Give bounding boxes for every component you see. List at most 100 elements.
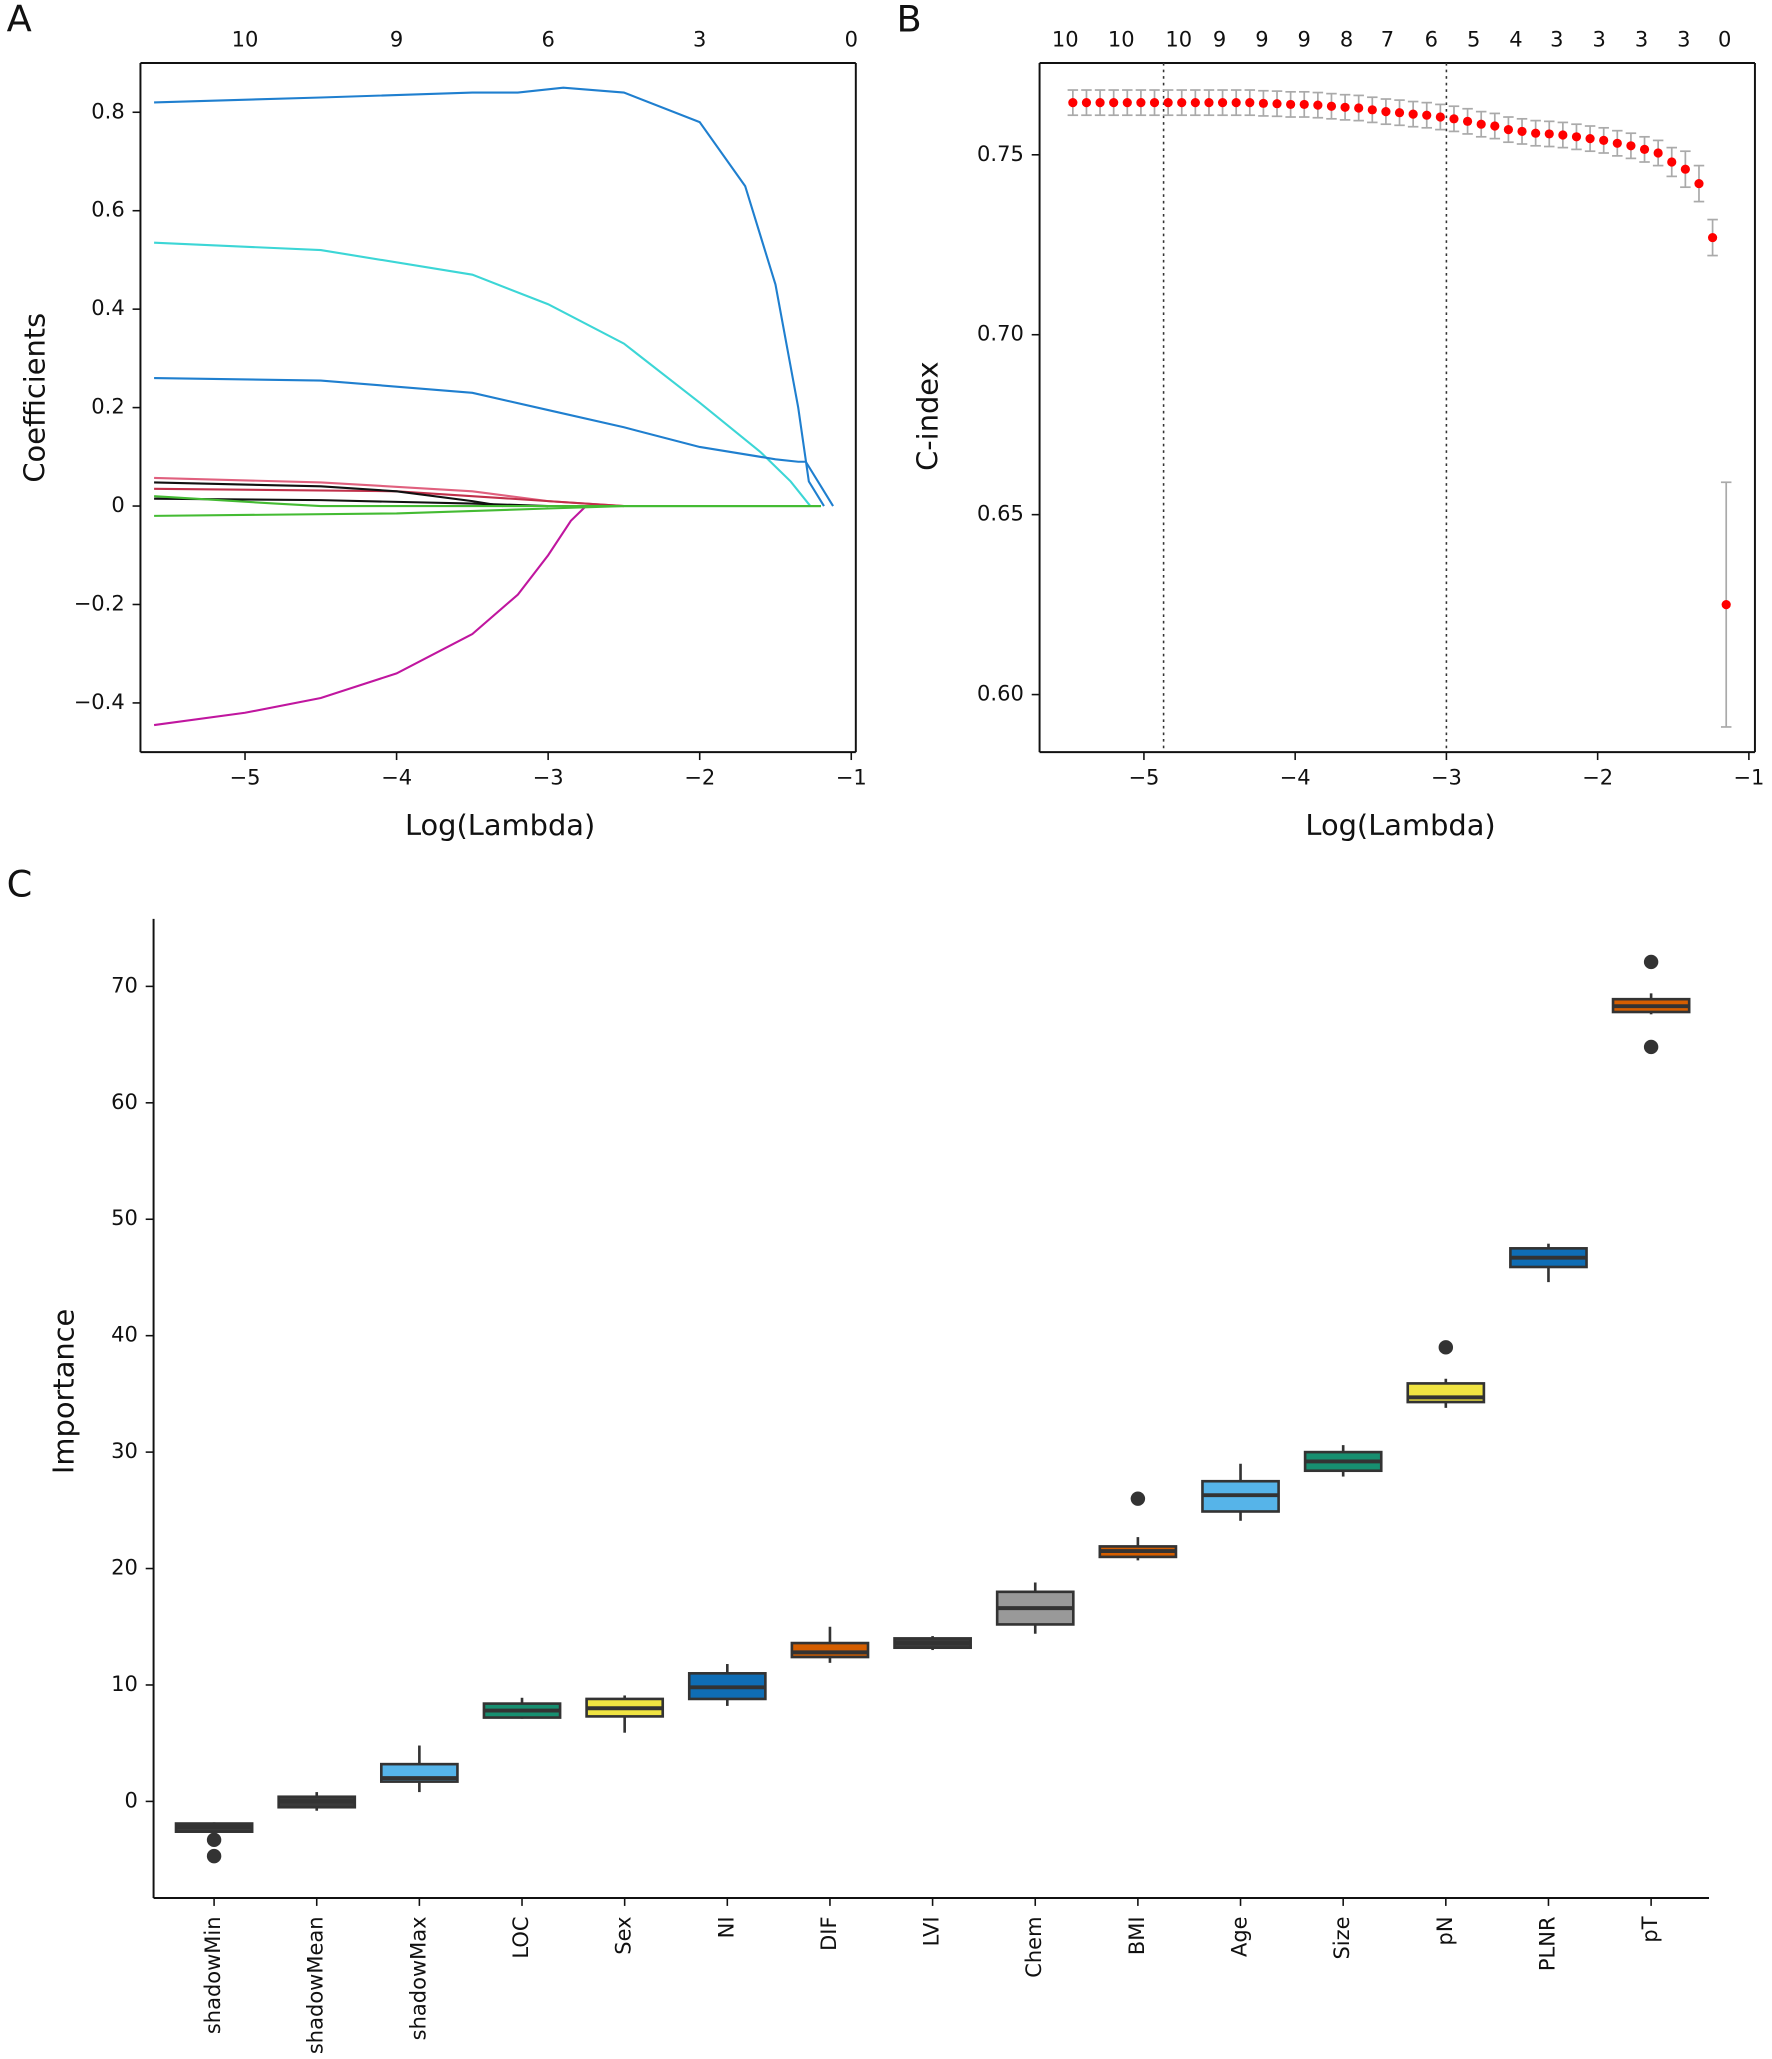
y-tick-label: 20 (111, 1556, 138, 1580)
point (1558, 130, 1568, 140)
top-tick-label: 7 (1381, 28, 1394, 52)
point (1245, 98, 1255, 108)
y-tick-label: 60 (111, 1090, 138, 1114)
point (1435, 112, 1445, 122)
top-tick-label: 0 (845, 28, 858, 52)
top-tick-label: 9 (1298, 28, 1311, 52)
point (1095, 98, 1105, 108)
x-tick-label: Age (1228, 1916, 1252, 1957)
point (1599, 135, 1609, 145)
point (1612, 138, 1622, 148)
y-tick-label: −0.2 (74, 591, 125, 615)
x-tick-label: −2 (684, 765, 715, 789)
top-tick-label: 3 (693, 28, 706, 52)
x-tick-label: −3 (533, 765, 564, 789)
point (1258, 98, 1269, 108)
point (1340, 102, 1350, 112)
x-tick-label: −1 (836, 765, 867, 789)
top-tick-label: 9 (1255, 28, 1268, 52)
coef-path (154, 481, 503, 508)
point (1136, 98, 1146, 108)
top-tick-label: 8 (1340, 28, 1353, 52)
point (1190, 98, 1200, 108)
point (1204, 98, 1214, 108)
top-tick-label: 10 (1165, 28, 1192, 52)
y-tick-label: −0.4 (74, 690, 125, 714)
point (1503, 125, 1514, 135)
x-tick-label: shadowMean (304, 1916, 328, 2054)
outlier (1643, 954, 1659, 970)
x-tick-label: Size (1330, 1916, 1354, 1959)
coef-path (154, 504, 821, 517)
point (1653, 148, 1663, 158)
top-tick-label: 3 (1677, 28, 1690, 52)
x-tick-label: −3 (1431, 765, 1462, 789)
x-tick-label: −2 (1582, 765, 1613, 789)
top-tick-label: 6 (1425, 28, 1438, 52)
top-tick-label: 10 (1108, 28, 1135, 52)
point (1313, 100, 1323, 110)
x-tick-label: NI (714, 1916, 738, 1938)
outlier (1643, 1039, 1659, 1055)
y-axis-title: Importance (47, 1309, 81, 1474)
top-tick-label: 6 (541, 28, 554, 52)
y-tick-label: 0.75 (977, 142, 1024, 166)
point (1286, 99, 1296, 110)
point (1517, 126, 1527, 137)
top-tick-label: 5 (1467, 28, 1480, 52)
point (1680, 164, 1690, 174)
point (1449, 114, 1459, 124)
point (1149, 98, 1160, 108)
box (790, 1641, 870, 1659)
point (1408, 109, 1418, 119)
point (1490, 121, 1500, 131)
point (1462, 116, 1473, 126)
panel-label: C (7, 863, 33, 906)
x-tick-label: −5 (230, 765, 261, 789)
panel-label: B (897, 0, 922, 41)
point (1231, 98, 1241, 108)
outlier (1130, 1491, 1146, 1506)
point (1476, 119, 1486, 129)
point (1299, 99, 1309, 110)
point (1068, 98, 1078, 108)
outlier (206, 1832, 222, 1848)
point (1122, 98, 1132, 108)
coef-path (153, 505, 587, 727)
panel-label: A (7, 0, 32, 41)
top-tick-label: 3 (1592, 28, 1605, 52)
x-tick-label: −5 (1128, 765, 1159, 789)
y-tick-label: 0.8 (91, 99, 124, 123)
y-tick-label: 30 (111, 1439, 138, 1463)
x-tick-label: −4 (381, 765, 412, 789)
y-tick-label: 50 (111, 1206, 138, 1230)
y-tick-label: 0.6 (91, 198, 124, 222)
top-tick-label: 0 (1718, 28, 1731, 52)
y-tick-label: 70 (111, 973, 138, 997)
x-tick-label: Sex (612, 1916, 636, 1954)
y-tick-label: 0 (124, 1788, 137, 1812)
point (1667, 157, 1677, 167)
x-tick-label: −4 (1280, 765, 1311, 789)
outlier (206, 1848, 222, 1864)
point (1354, 103, 1364, 113)
point (1081, 98, 1092, 108)
x-tick-label: DIF (817, 1916, 841, 1950)
top-tick-label: 4 (1509, 28, 1522, 52)
point (1394, 108, 1405, 118)
point (1163, 98, 1173, 108)
point (1217, 98, 1228, 108)
coef-path (154, 487, 624, 508)
point (1326, 101, 1337, 111)
x-tick-label: −1 (1733, 765, 1764, 789)
point (1571, 132, 1582, 142)
top-tick-label: 3 (1550, 28, 1563, 52)
coef-path (154, 377, 834, 507)
x-tick-label: shadowMax (406, 1916, 430, 2040)
top-tick-label: 10 (232, 28, 259, 52)
top-tick-label: 3 (1635, 28, 1648, 52)
coef-path (154, 86, 825, 507)
y-tick-label: 0.2 (91, 395, 124, 419)
point (1707, 232, 1718, 243)
